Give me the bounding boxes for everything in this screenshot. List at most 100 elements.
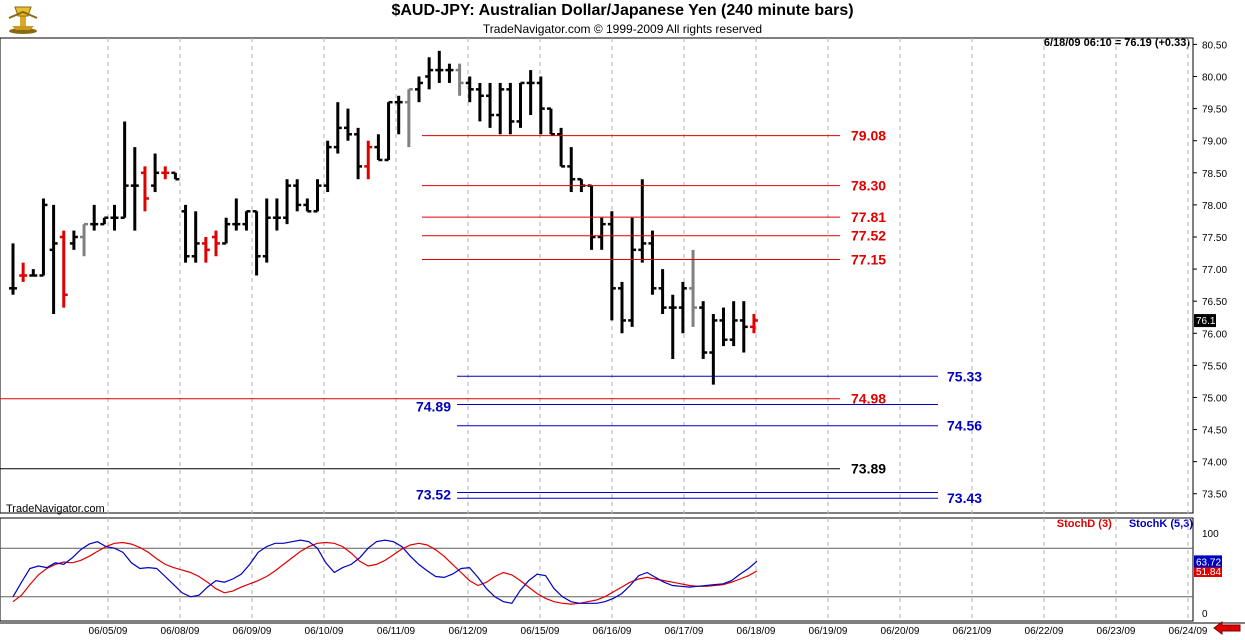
price-bar <box>343 108 352 141</box>
stochastic-legend: StochD (3) StochK (5,3) <box>1057 518 1193 530</box>
price-bar <box>100 216 109 226</box>
x-tick-label: 06/09/09 <box>233 626 272 637</box>
price-bar <box>272 198 281 231</box>
price-bar <box>486 82 495 128</box>
price-bar <box>201 236 210 263</box>
price-bar <box>39 198 48 277</box>
price-bar <box>384 100 393 162</box>
price-bar <box>59 230 68 308</box>
x-tick-label: 06/05/09 <box>89 626 128 637</box>
x-tick-label: 06/16/09 <box>593 626 632 637</box>
price-bar <box>516 81 525 128</box>
scroll-right-arrow-icon[interactable] <box>1213 621 1241 635</box>
y-tick-label: 78.00 <box>1202 201 1227 212</box>
watermark: TradeNavigator.com <box>6 503 105 515</box>
price-bar <box>29 269 38 277</box>
level-label: 75.33 <box>947 368 982 384</box>
price-bars <box>9 50 758 385</box>
x-tick-label: 06/11/09 <box>377 626 416 637</box>
price-bar <box>435 50 444 83</box>
price-bar <box>262 198 271 263</box>
price-bar <box>729 301 738 347</box>
legend-stoch-d: StochD (3) <box>1056 518 1112 530</box>
stoch-y-tick-label: 0 <box>1202 609 1208 620</box>
stoch-series-line <box>12 541 758 605</box>
price-bar <box>536 76 545 135</box>
price-bar <box>618 281 626 334</box>
level-label: 79.08 <box>851 128 886 144</box>
price-bar <box>283 179 292 225</box>
level-label: 78.30 <box>851 178 886 194</box>
price-bar <box>374 134 383 162</box>
price-bar <box>465 76 474 103</box>
price-bar <box>597 217 606 250</box>
price-bar <box>140 166 149 212</box>
price-bar <box>354 127 363 180</box>
y-tick-label: 80.00 <box>1202 73 1227 84</box>
price-bar <box>506 82 515 135</box>
price-bar <box>557 127 566 168</box>
x-tick-label: 06/12/09 <box>449 626 488 637</box>
stoch-last-label: 51.84 <box>1196 567 1221 578</box>
price-bar <box>607 211 616 321</box>
price-bar <box>161 166 170 180</box>
level-label: 77.81 <box>851 209 886 225</box>
price-bar <box>242 210 251 231</box>
price-bar <box>404 88 413 148</box>
level-label: 77.15 <box>851 251 886 267</box>
x-tick-label: 06/18/09 <box>737 626 776 637</box>
stoch-last-box <box>1194 555 1222 568</box>
price-bar <box>648 230 657 295</box>
price-bar <box>151 153 160 193</box>
last-price-box <box>1194 314 1216 328</box>
price-bar <box>415 76 423 103</box>
y-tick-label: 80.50 <box>1202 40 1227 51</box>
price-bar <box>455 63 464 96</box>
price-bar <box>628 217 637 327</box>
x-tick-label: 06/17/09 <box>665 626 704 637</box>
price-bar <box>425 57 434 90</box>
x-tick-label: 06/19/09 <box>809 626 848 637</box>
price-bar <box>739 301 748 353</box>
y-tick-label: 79.50 <box>1202 105 1227 116</box>
y-tick-label: 77.50 <box>1202 233 1227 244</box>
price-bar <box>546 107 555 136</box>
level-label: 73.89 <box>851 461 886 477</box>
stoch-y-tick-label: 100 <box>1202 529 1219 540</box>
price-bar <box>496 82 505 135</box>
chart-title: $AUD-JPY: Australian Dollar/Japanese Yen… <box>391 2 854 19</box>
price-bar <box>181 204 190 263</box>
price-bar <box>749 314 758 334</box>
y-tick-label: 76.50 <box>1202 297 1227 308</box>
price-bar <box>130 147 139 231</box>
stoch-panel-frame <box>0 517 1194 622</box>
price-bar <box>69 230 78 250</box>
x-tick-label: 06/10/09 <box>305 626 344 637</box>
price-bar <box>171 171 180 181</box>
last-price-label: 76.19 <box>1196 316 1221 327</box>
price-bar <box>252 210 261 276</box>
price-bar <box>709 314 718 385</box>
price-bar <box>658 269 667 315</box>
price-bar <box>638 179 647 263</box>
level-label: 74.98 <box>851 391 886 407</box>
x-tick-label: 06/24/09 <box>1169 626 1208 637</box>
price-bar <box>80 222 89 257</box>
y-tick-label: 74.00 <box>1202 458 1227 469</box>
price-bar <box>303 198 312 213</box>
x-tick-label: 06/22/09 <box>1025 626 1064 637</box>
price-bar <box>668 294 677 359</box>
price-bar <box>689 249 698 327</box>
level-label: 74.89 <box>416 399 451 415</box>
y-tick-label: 75.00 <box>1202 393 1227 404</box>
price-bar <box>212 230 220 257</box>
y-tick-label: 77.00 <box>1202 265 1227 276</box>
trophy-icon <box>8 6 38 34</box>
price-bar <box>191 211 200 263</box>
stoch-series-line <box>12 539 758 604</box>
price-bar <box>90 204 99 231</box>
price-bar <box>110 204 119 231</box>
price-bar <box>313 179 322 213</box>
stoch-last-label: 63.72 <box>1196 557 1221 568</box>
